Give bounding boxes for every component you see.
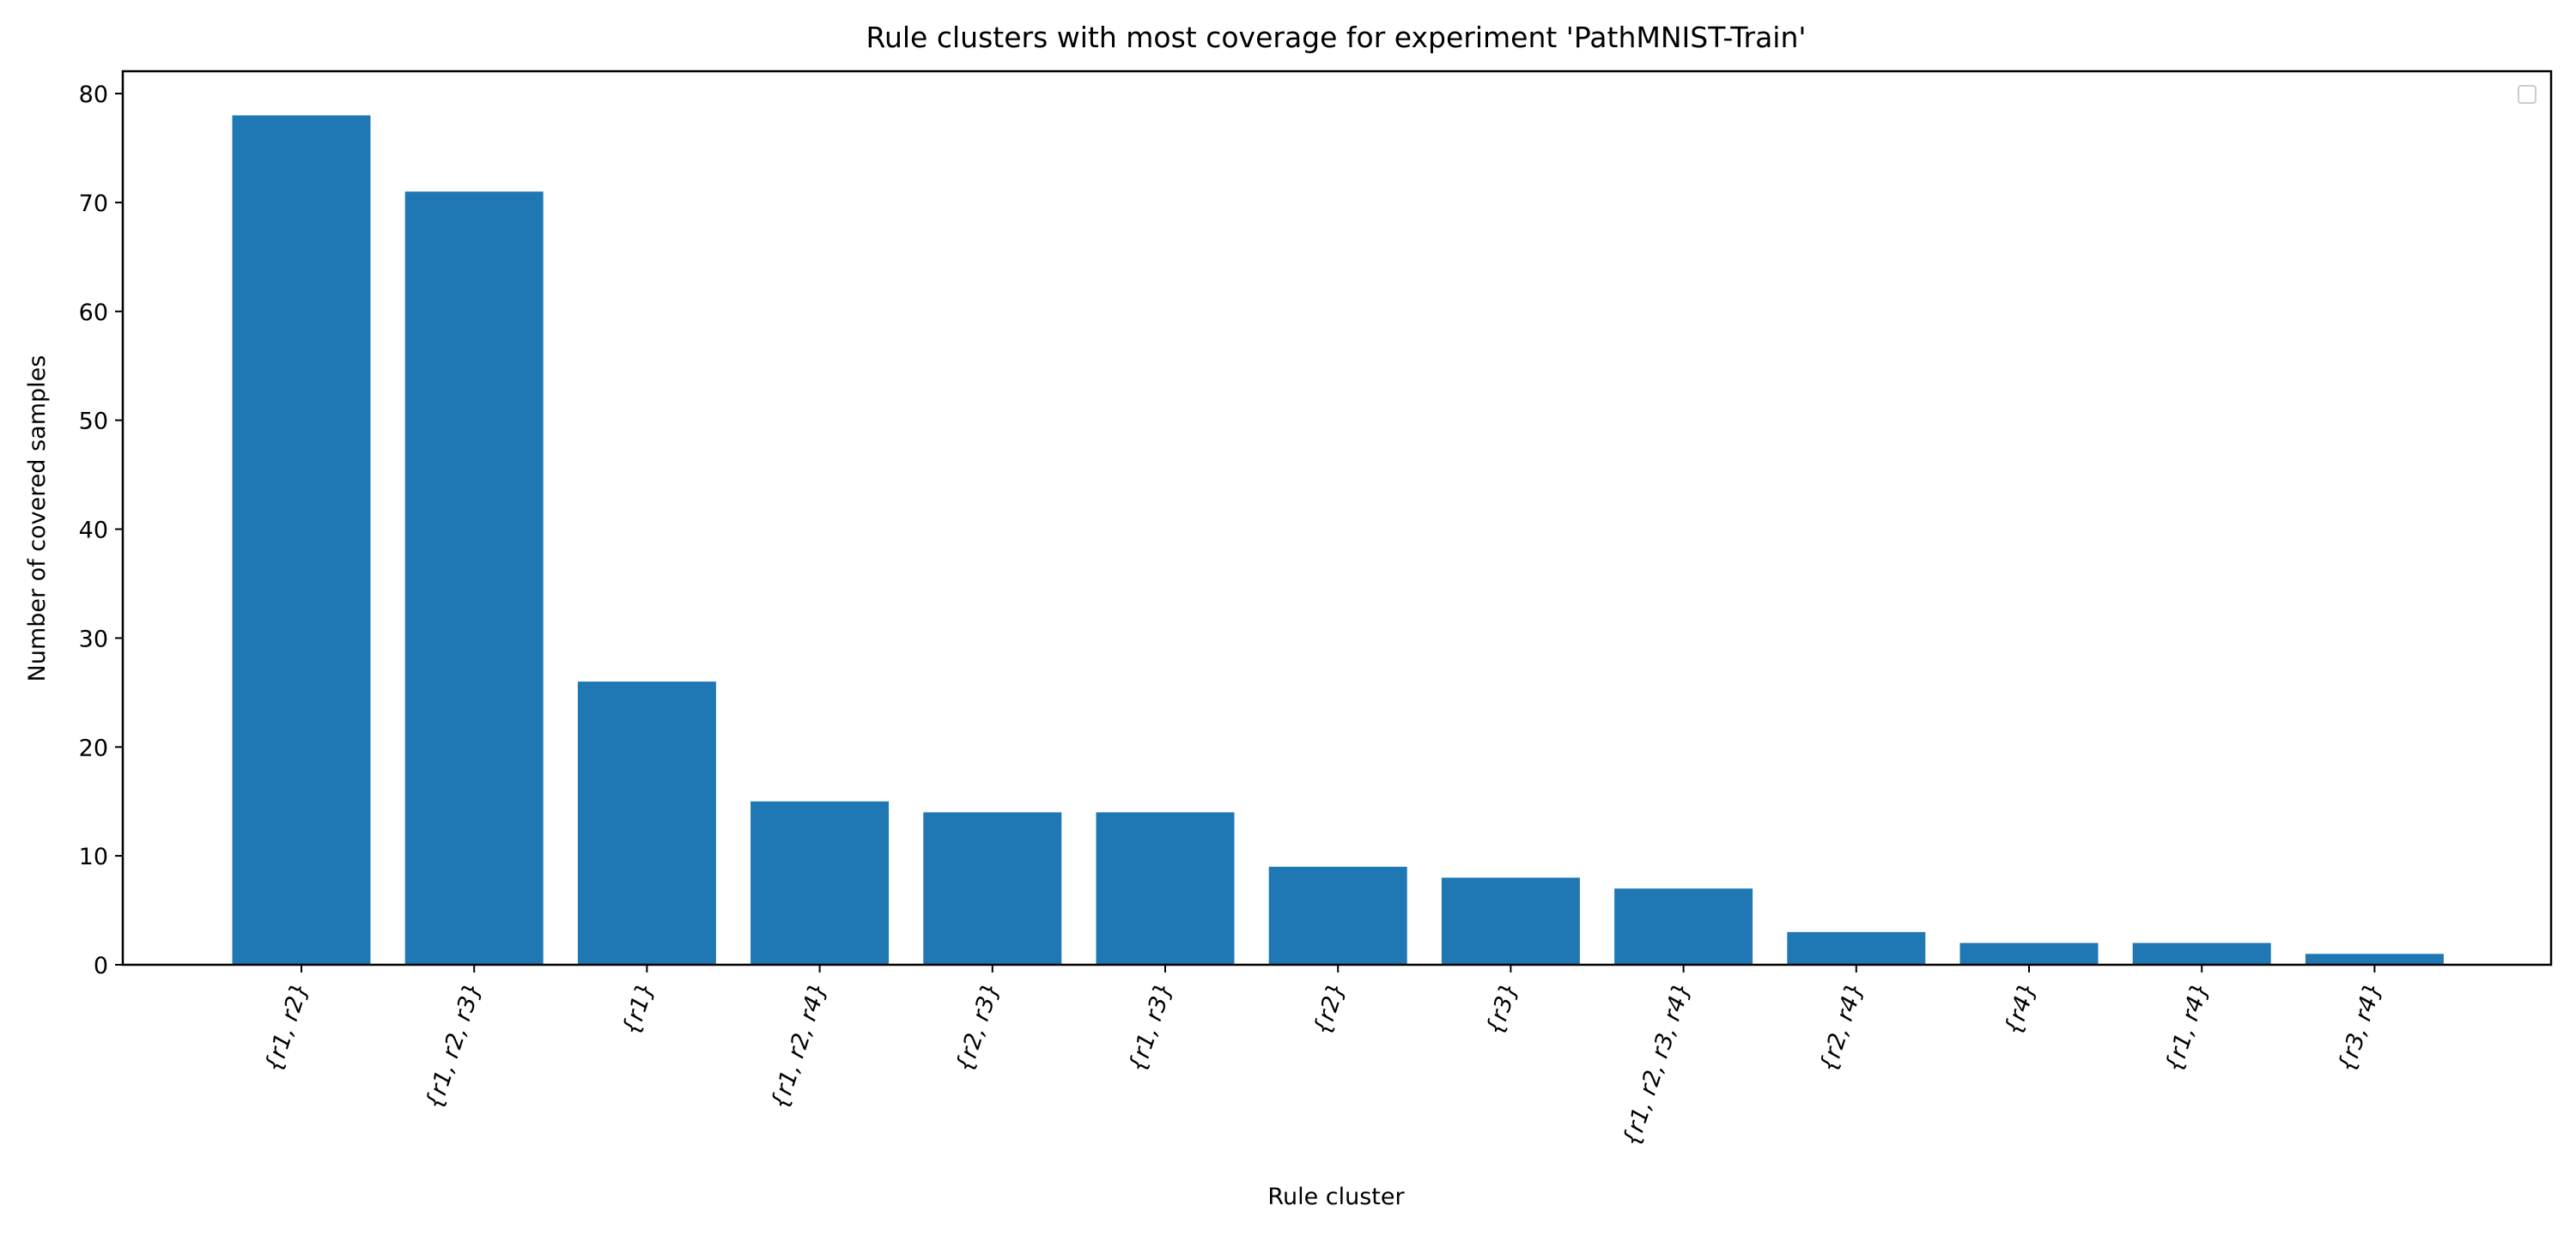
bar xyxy=(577,682,716,965)
y-tick-label: 30 xyxy=(79,626,108,652)
chart-title: Rule clusters with most coverage for exp… xyxy=(866,21,1807,54)
bar xyxy=(923,812,1062,965)
y-tick-label: 60 xyxy=(79,300,108,326)
y-tick-label: 0 xyxy=(94,953,108,979)
legend-box xyxy=(2518,85,2537,104)
bar xyxy=(2305,954,2444,965)
bar xyxy=(1787,931,1926,965)
bar xyxy=(1096,812,1235,965)
bar xyxy=(232,115,371,965)
bar xyxy=(1959,942,2099,965)
bar xyxy=(1441,877,1580,965)
y-tick-label: 10 xyxy=(79,844,108,870)
bar xyxy=(750,801,890,965)
y-tick-label: 80 xyxy=(79,82,108,108)
bar xyxy=(404,191,544,965)
y-axis-label: Number of covered samples xyxy=(24,355,51,682)
y-axis-ticks: 0 10 20 30 40 50 60 70 80 xyxy=(79,82,123,979)
y-tick-label: 70 xyxy=(79,191,108,217)
bars-group xyxy=(232,115,2444,965)
x-axis-label: Rule cluster xyxy=(1267,1184,1405,1210)
plot-frame xyxy=(121,70,2553,966)
y-tick-label: 40 xyxy=(79,518,108,544)
bar xyxy=(2132,942,2271,965)
bar xyxy=(1268,866,1407,965)
y-tick-label: 20 xyxy=(79,735,108,761)
y-tick-label: 50 xyxy=(79,409,108,435)
bar xyxy=(1614,888,1753,965)
